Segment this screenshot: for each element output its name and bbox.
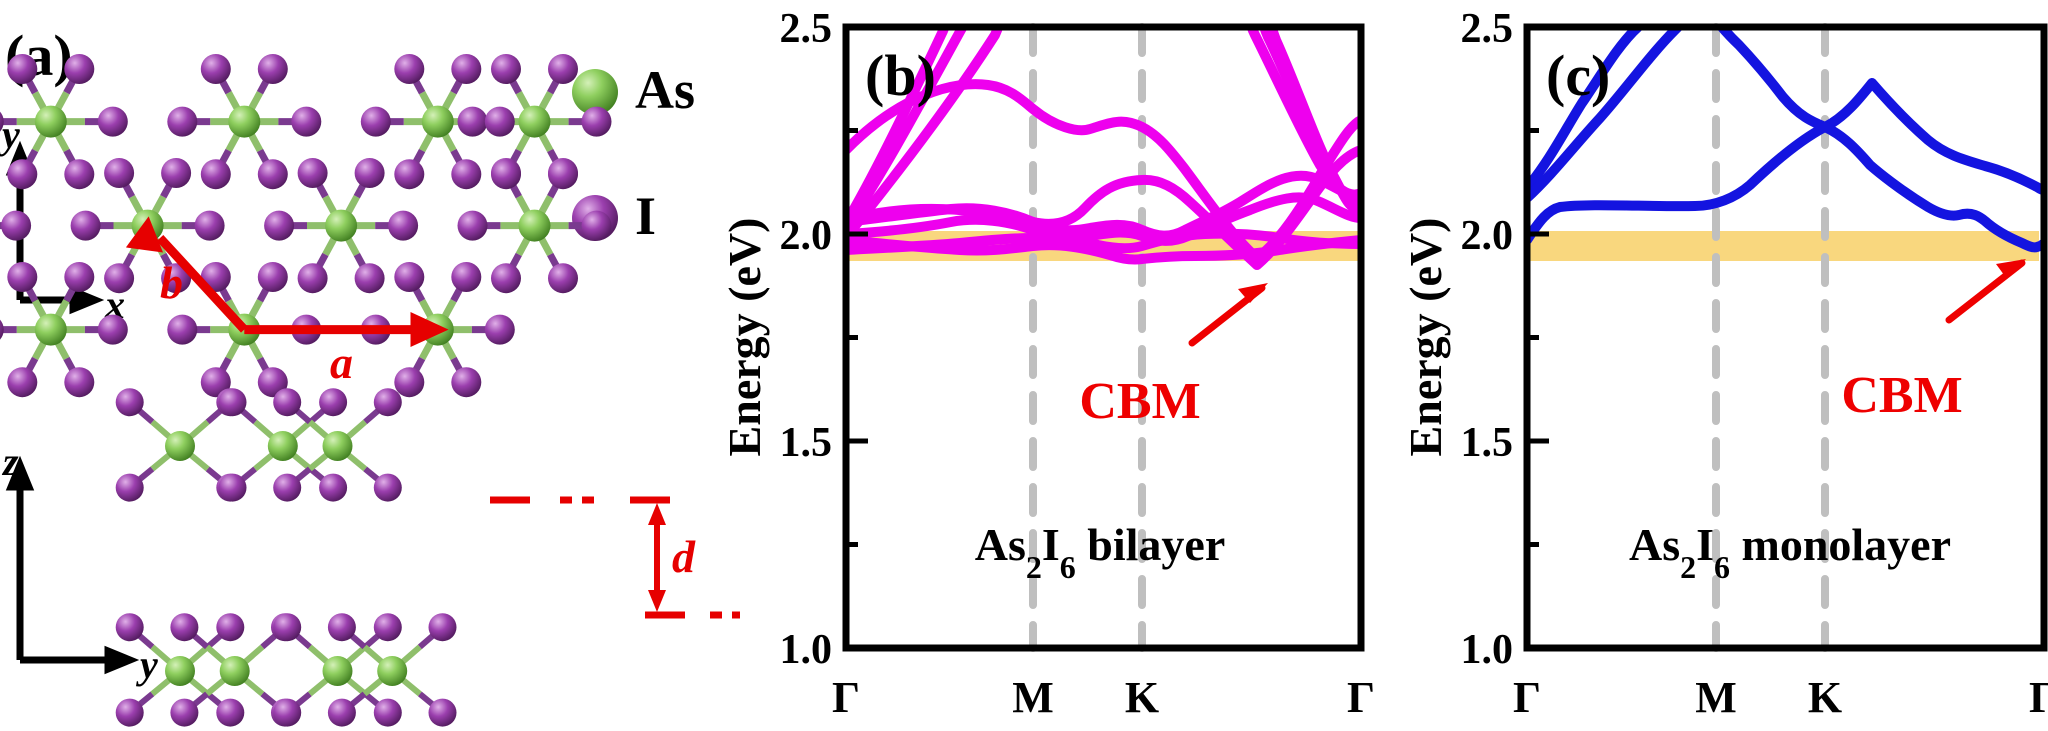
svg-text:z: z [1, 439, 19, 484]
svg-text:a: a [330, 337, 353, 388]
svg-text:Γ: Γ [1347, 673, 1375, 722]
svg-text:1.0: 1.0 [780, 627, 833, 673]
svg-text:Γ: Γ [832, 673, 860, 722]
svg-text:M: M [1012, 673, 1054, 722]
svg-text:1.0: 1.0 [1461, 627, 1514, 673]
svg-text:CBM: CBM [1079, 373, 1200, 430]
svg-text:K: K [1808, 673, 1842, 722]
svg-text:Energy (eV): Energy (eV) [719, 218, 770, 457]
svg-text:2.0: 2.0 [1461, 213, 1514, 259]
svg-text:(c): (c) [1546, 43, 1610, 108]
svg-text:Energy (eV): Energy (eV) [1400, 218, 1451, 457]
svg-text:2.5: 2.5 [780, 6, 833, 52]
svg-text:Γ: Γ [2029, 673, 2048, 722]
svg-text:(b): (b) [865, 43, 936, 108]
svg-text:As: As [635, 60, 695, 120]
svg-text:M: M [1695, 673, 1737, 722]
svg-text:b: b [160, 257, 183, 308]
svg-text:Γ: Γ [1513, 673, 1541, 722]
svg-text:1.5: 1.5 [1461, 420, 1514, 466]
svg-text:K: K [1125, 673, 1159, 722]
svg-text:CBM: CBM [1841, 367, 1962, 424]
svg-text:1.5: 1.5 [780, 420, 833, 466]
svg-text:2.0: 2.0 [780, 213, 833, 259]
svg-text:I: I [635, 186, 656, 246]
svg-text:d: d [672, 531, 696, 582]
svg-text:2.5: 2.5 [1461, 6, 1514, 52]
